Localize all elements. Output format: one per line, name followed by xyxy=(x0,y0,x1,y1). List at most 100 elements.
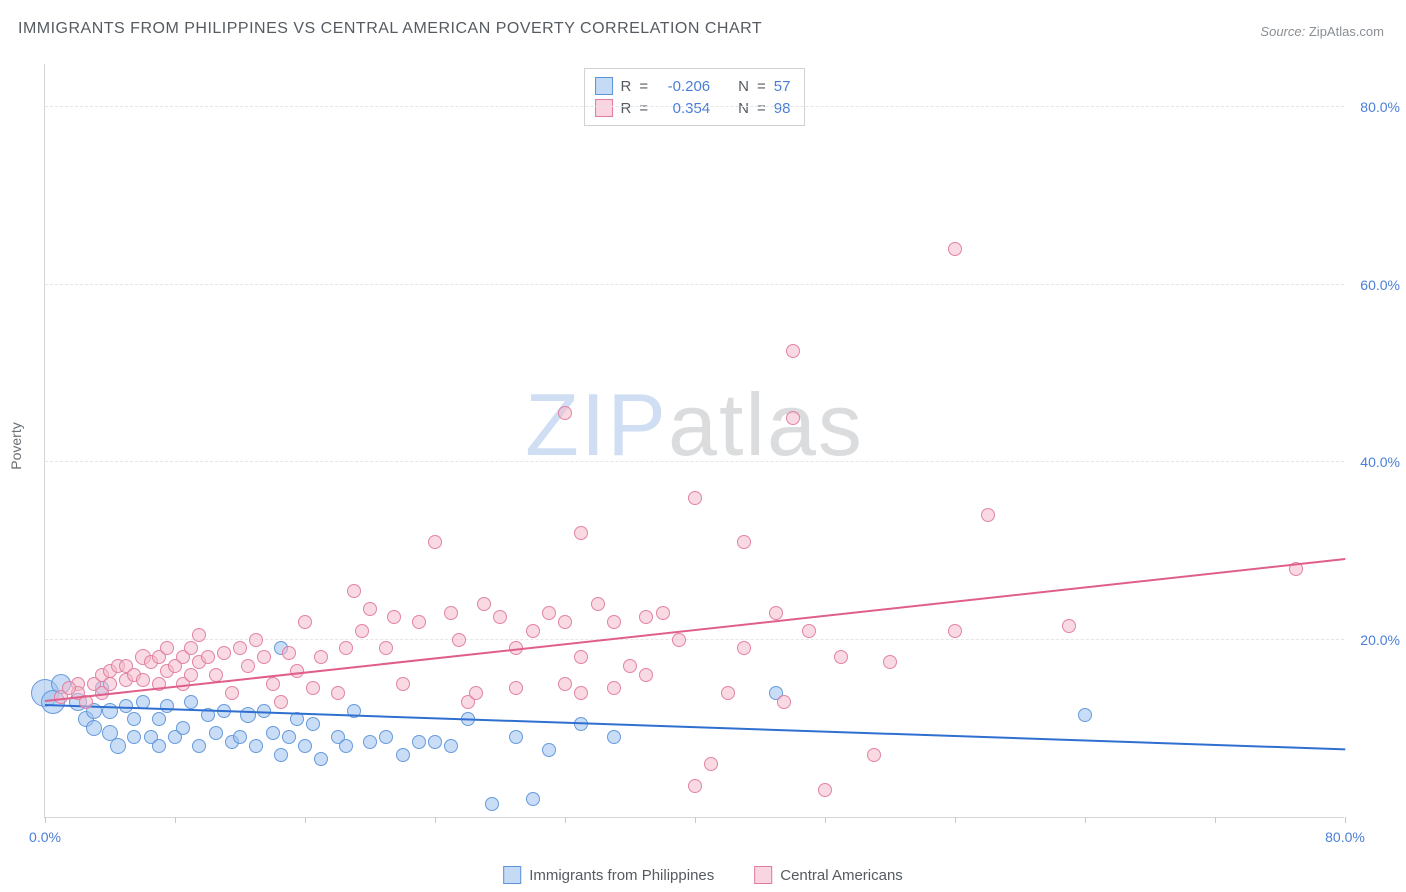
x-tick xyxy=(435,817,436,823)
legend-swatch xyxy=(754,866,772,884)
data-point-central_americans xyxy=(201,650,215,664)
data-point-philippines xyxy=(282,730,296,744)
legend-swatch xyxy=(503,866,521,884)
x-tick xyxy=(1085,817,1086,823)
data-point-central_americans xyxy=(428,535,442,549)
data-point-central_americans xyxy=(558,615,572,629)
legend-swatch xyxy=(595,77,613,95)
data-point-central_americans xyxy=(639,610,653,624)
data-point-philippines xyxy=(152,712,166,726)
data-point-philippines xyxy=(240,707,256,723)
data-point-philippines xyxy=(1078,708,1092,722)
data-point-central_americans xyxy=(298,615,312,629)
data-point-central_americans xyxy=(574,686,588,700)
data-point-central_americans xyxy=(217,646,231,660)
data-point-central_americans xyxy=(656,606,670,620)
data-point-philippines xyxy=(110,738,126,754)
data-point-central_americans xyxy=(777,695,791,709)
data-point-central_americans xyxy=(818,783,832,797)
data-point-central_americans xyxy=(867,748,881,762)
data-point-philippines xyxy=(249,739,263,753)
r-label: R xyxy=(621,100,632,117)
x-tick-label: 0.0% xyxy=(29,829,61,845)
data-point-central_americans xyxy=(704,757,718,771)
watermark-atlas: atlas xyxy=(668,375,864,474)
equals-sign: = xyxy=(757,100,766,117)
data-point-philippines xyxy=(160,699,174,713)
data-point-central_americans xyxy=(607,681,621,695)
data-point-philippines xyxy=(306,717,320,731)
data-point-philippines xyxy=(102,703,118,719)
data-point-central_americans xyxy=(883,655,897,669)
data-point-central_americans xyxy=(62,681,76,695)
data-point-central_americans xyxy=(282,646,296,660)
data-point-central_americans xyxy=(477,597,491,611)
data-point-central_americans xyxy=(526,624,540,638)
data-point-central_americans xyxy=(331,686,345,700)
data-point-philippines xyxy=(412,735,426,749)
data-point-central_americans xyxy=(688,491,702,505)
data-point-central_americans xyxy=(363,602,377,616)
data-point-central_americans xyxy=(233,641,247,655)
n-value: 57 xyxy=(774,78,791,95)
data-point-central_americans xyxy=(241,659,255,673)
data-point-philippines xyxy=(298,739,312,753)
data-point-philippines xyxy=(233,730,247,744)
equals-sign: = xyxy=(639,100,648,117)
data-point-central_americans xyxy=(591,597,605,611)
data-point-central_americans xyxy=(786,344,800,358)
correlation-row: R=-0.206N=57 xyxy=(595,75,791,97)
source-attribution: Source: ZipAtlas.com xyxy=(1260,24,1384,39)
data-point-central_americans xyxy=(355,624,369,638)
legend-label: Central Americans xyxy=(780,867,903,884)
data-point-central_americans xyxy=(542,606,556,620)
data-point-central_americans xyxy=(509,681,523,695)
gridline xyxy=(45,461,1344,462)
y-tick-label: 80.0% xyxy=(1360,99,1400,115)
data-point-philippines xyxy=(266,726,280,740)
data-point-central_americans xyxy=(184,641,198,655)
x-tick-label: 80.0% xyxy=(1325,829,1365,845)
n-label: N xyxy=(738,100,749,117)
chart-title: IMMIGRANTS FROM PHILIPPINES VS CENTRAL A… xyxy=(18,20,762,38)
x-tick xyxy=(695,817,696,823)
gridline xyxy=(45,284,1344,285)
data-point-central_americans xyxy=(347,584,361,598)
data-point-central_americans xyxy=(607,615,621,629)
x-tick xyxy=(1345,817,1346,823)
data-point-philippines xyxy=(274,748,288,762)
data-point-central_americans xyxy=(1062,619,1076,633)
trend-line-central_americans xyxy=(45,558,1345,702)
legend-swatch xyxy=(595,99,613,117)
data-point-central_americans xyxy=(249,633,263,647)
data-point-central_americans xyxy=(469,686,483,700)
source-value: ZipAtlas.com xyxy=(1309,24,1384,39)
data-point-philippines xyxy=(209,726,223,740)
data-point-central_americans xyxy=(412,615,426,629)
y-tick-label: 20.0% xyxy=(1360,632,1400,648)
legend-item-central_americans: Central Americans xyxy=(754,866,903,884)
gridline xyxy=(45,106,1344,107)
data-point-central_americans xyxy=(339,641,353,655)
data-point-central_americans xyxy=(623,659,637,673)
data-point-central_americans xyxy=(769,606,783,620)
watermark-zip: ZIP xyxy=(525,375,668,474)
data-point-central_americans xyxy=(396,677,410,691)
data-point-philippines xyxy=(192,739,206,753)
data-point-central_americans xyxy=(314,650,328,664)
data-point-central_americans xyxy=(802,624,816,638)
data-point-philippines xyxy=(127,712,141,726)
x-tick xyxy=(305,817,306,823)
legend-item-philippines: Immigrants from Philippines xyxy=(503,866,714,884)
correlation-row: R=0.354N=98 xyxy=(595,97,791,119)
data-point-central_americans xyxy=(672,633,686,647)
data-point-central_americans xyxy=(444,606,458,620)
data-point-central_americans xyxy=(379,641,393,655)
r-value: -0.206 xyxy=(656,78,710,95)
x-tick xyxy=(1215,817,1216,823)
correlation-legend: R=-0.206N=57R=0.354N=98 xyxy=(584,68,806,126)
data-point-philippines xyxy=(176,721,190,735)
data-point-philippines xyxy=(363,735,377,749)
data-point-philippines xyxy=(152,739,166,753)
r-label: R xyxy=(621,78,632,95)
